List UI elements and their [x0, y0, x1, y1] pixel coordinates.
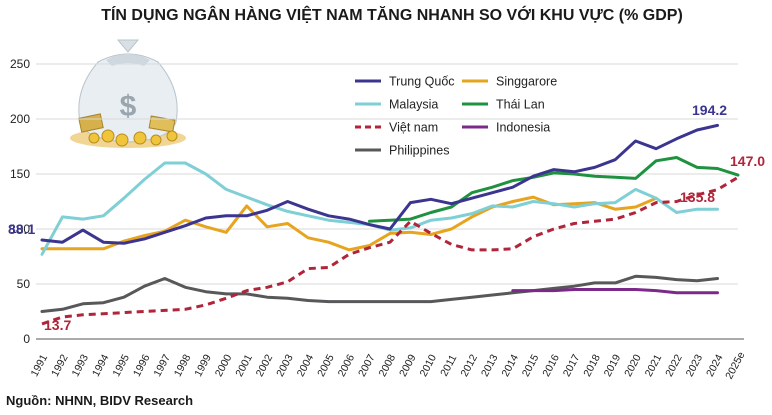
x-tick-label: 2011: [438, 353, 459, 379]
data-label: 147.0: [730, 153, 765, 169]
x-tick-label: 1992: [49, 352, 71, 378]
money-bag-icon: $: [70, 39, 186, 148]
x-tick-label: 2000: [213, 352, 235, 378]
chart-series: [40, 123, 740, 326]
data-label: 88.1: [8, 221, 35, 237]
legend-label: Thái Lan: [496, 98, 545, 112]
legend-label: Indonesia: [496, 121, 550, 135]
chart-annotations: 88.1 194.2 13.7 147.0 135.8: [8, 102, 765, 333]
x-tick-label: 2012: [458, 352, 480, 378]
x-tick-label: 2009: [397, 352, 419, 378]
x-tick-label: 2007: [356, 352, 378, 378]
source-note: Nguồn: NHNN, BIDV Research: [6, 393, 193, 408]
x-tick-label: 2005: [315, 352, 337, 378]
x-tick-label: 2024: [704, 352, 726, 378]
x-tick-label: 2010: [418, 352, 440, 378]
legend-label: Malaysia: [389, 98, 438, 112]
x-tick-label: 2019: [602, 352, 624, 378]
x-tick-label: 2003: [274, 352, 296, 378]
x-tick-label: 1998: [172, 352, 194, 378]
data-label: 135.8: [680, 189, 715, 205]
x-tick-label: 1997: [151, 352, 173, 378]
x-tick-label: 1995: [110, 352, 132, 378]
x-tick-label: 1994: [90, 352, 112, 378]
series-line: [40, 123, 719, 245]
y-tick-label: 50: [17, 277, 31, 291]
x-tick-label: 2014: [499, 352, 521, 378]
svg-text:$: $: [120, 90, 137, 123]
y-tick-label: 100: [10, 222, 30, 236]
y-tick-label: 0: [23, 332, 30, 346]
x-tick-label: 2004: [295, 352, 317, 378]
chart-legend: Trung Quốc Singgarore Malaysia Thái Lan Việt…: [355, 75, 557, 158]
legend-label: Việt nam: [389, 121, 438, 135]
x-tick-label: 2013: [479, 352, 501, 378]
x-tick-label: 1991: [29, 352, 51, 378]
x-tick-label: 2016: [540, 352, 562, 378]
x-tick-label: 2023: [684, 352, 706, 378]
x-tick-label: 2015: [520, 352, 542, 378]
x-tick-label: 2017: [561, 352, 583, 378]
series-line: [511, 288, 719, 295]
x-tick-label: 2020: [622, 352, 644, 378]
data-label: 13.7: [44, 317, 71, 333]
x-tick-label: 2021: [643, 352, 665, 378]
x-tick-label: 2002: [254, 352, 276, 378]
series-line: [368, 156, 740, 223]
x-tick-label: 1993: [70, 352, 92, 378]
series-line: [41, 176, 739, 326]
x-tick-label: 2008: [377, 352, 399, 378]
legend-label: Singgarore: [496, 75, 557, 89]
x-tick-label: 1999: [192, 352, 214, 378]
x-tick-label: 2018: [581, 352, 603, 378]
y-tick-label: 200: [10, 112, 30, 126]
x-tick-label: 1996: [131, 352, 153, 378]
series-line: [40, 274, 719, 313]
data-label: 194.2: [692, 102, 727, 118]
x-tick-label: 2025e: [723, 350, 747, 382]
x-tick-label: 2022: [663, 352, 685, 378]
y-tick-label: 150: [10, 167, 30, 181]
chart-title: TÍN DỤNG NGÂN HÀNG VIỆT NAM TĂNG NHANH S…: [101, 5, 683, 24]
legend-label: Philippines: [389, 144, 449, 158]
x-tick-label: 2001: [233, 352, 255, 378]
y-tick-label: 250: [10, 57, 30, 71]
legend-label: Trung Quốc: [389, 75, 455, 89]
x-tick-label: 2006: [336, 352, 358, 378]
